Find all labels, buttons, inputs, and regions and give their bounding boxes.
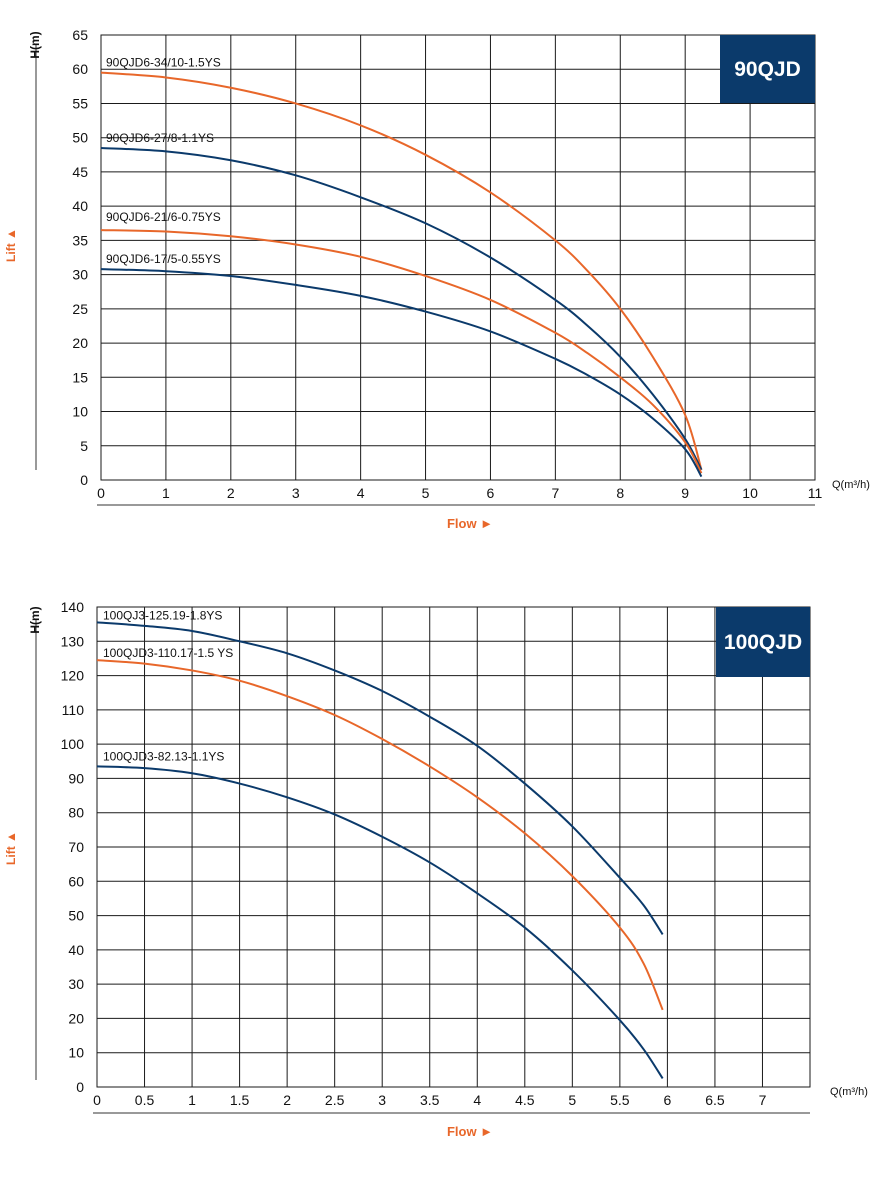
x-tick-label: 4.5 — [515, 1092, 535, 1108]
y-tick-label: 40 — [68, 942, 84, 958]
series-label: 90QJD6-27/8-1.1YS — [106, 131, 214, 145]
x-unit-label: Q(m³/h) — [830, 1086, 868, 1098]
x-tick-label: 10 — [742, 485, 758, 501]
series-line — [100, 229, 703, 474]
plot-frame — [96, 606, 811, 1088]
y-tick-label: 120 — [61, 668, 85, 684]
x-tick-label: 2 — [283, 1092, 291, 1108]
chart-1: 0 1 2 3 4 5 6 7 8 9 10 1105101520253035404550556065… — [4, 27, 870, 531]
x-tick-label: 4 — [473, 1092, 481, 1108]
series-label: 100QJD3-110.17-1.5 YS — [103, 646, 233, 660]
x-tick-label: 9 — [681, 485, 689, 501]
series-line — [100, 268, 703, 478]
y-tick-label: 0 — [80, 472, 88, 488]
x-tick-label: 4 — [357, 485, 365, 501]
y-tick-label: 45 — [72, 164, 88, 180]
x-tick-label: 11 — [808, 485, 823, 501]
x-tick-label: 2.5 — [325, 1092, 345, 1108]
model-badge-label: 100QJD — [724, 631, 802, 654]
series-label: 100QJ3-125.19-1.8YS — [103, 608, 222, 622]
y-tick-label: 65 — [72, 27, 88, 43]
x-axis-title: Flow ► — [447, 1124, 493, 1139]
y-tick-label: 40 — [72, 198, 88, 214]
x-tick-label: 7 — [759, 1092, 767, 1108]
y-tick-label: 20 — [72, 335, 88, 351]
x-tick-label: 5 — [568, 1092, 576, 1108]
y-tick-label: 110 — [62, 702, 85, 718]
y-tick-label: 30 — [68, 976, 84, 992]
y-tick-label: 70 — [68, 839, 84, 855]
x-axis-title: Flow ► — [447, 516, 493, 531]
y-tick-label: 140 — [61, 599, 85, 615]
y-axis-title: Lift ▲ — [4, 831, 18, 865]
chart-2: 0 0.5 1 1.5 2 2.5 3 3.5 4 4.5 5 5.5 6 6.5 701020304050… — [4, 599, 868, 1139]
y-unit-label: H(m) — [28, 606, 42, 633]
y-axis-title: Lift ▲ — [4, 228, 18, 262]
series-line — [100, 71, 703, 471]
x-tick-label: 1.5 — [230, 1092, 250, 1108]
y-tick-label: 0 — [76, 1079, 84, 1095]
series-label: 90QJD6-17/5-0.55YS — [106, 252, 221, 266]
x-tick-label: 6 — [487, 485, 495, 501]
y-tick-label: 100 — [61, 736, 85, 752]
x-tick-label: 1 — [188, 1092, 196, 1108]
x-tick-label: 0 — [93, 1092, 101, 1108]
x-tick-label: 6 — [664, 1092, 672, 1108]
y-tick-label: 80 — [68, 805, 84, 821]
series-line — [96, 621, 664, 935]
y-tick-label: 50 — [68, 908, 84, 924]
y-tick-label: 60 — [72, 61, 88, 77]
y-tick-label: 15 — [72, 369, 88, 385]
series-line — [96, 765, 664, 1079]
y-tick-label: 5 — [80, 438, 88, 454]
y-tick-label: 90 — [68, 770, 84, 786]
series-label: 90QJD6-34/10-1.5YS — [106, 56, 221, 70]
plot-frame — [100, 34, 816, 481]
series-label: 90QJD6-21/6-0.75YS — [106, 210, 221, 224]
series-line — [96, 659, 664, 1011]
x-unit-label: Q(m³/h) — [832, 479, 870, 491]
y-tick-label: 20 — [68, 1010, 84, 1026]
model-badge — [716, 607, 810, 677]
x-tick-label: 5 — [422, 485, 430, 501]
y-tick-label: 60 — [68, 873, 84, 889]
x-tick-label: 8 — [616, 485, 624, 501]
x-tick-label: 5.5 — [610, 1092, 630, 1108]
series-line — [100, 146, 703, 471]
y-unit-label: H(m) — [28, 31, 42, 58]
y-tick-label: 35 — [72, 232, 88, 248]
y-tick-label: 55 — [72, 95, 88, 111]
x-tick-label: 0 — [97, 485, 105, 501]
series-label: 100QJD3-82.13-1.1YS — [103, 749, 224, 763]
y-tick-label: 10 — [68, 1045, 84, 1061]
x-tick-label: 7 — [551, 485, 559, 501]
x-tick-label: 1 — [162, 485, 170, 501]
model-badge-label: 90QJD — [734, 58, 801, 81]
x-tick-label: 0.5 — [135, 1092, 155, 1108]
y-tick-label: 50 — [72, 130, 88, 146]
x-tick-label: 3.5 — [420, 1092, 440, 1108]
y-tick-label: 10 — [72, 404, 88, 420]
x-tick-label: 6.5 — [705, 1092, 725, 1108]
x-tick-label: 3 — [292, 485, 300, 501]
y-tick-label: 130 — [61, 633, 85, 649]
x-tick-label: 2 — [227, 485, 235, 501]
y-tick-label: 30 — [72, 267, 88, 283]
model-badge — [720, 35, 815, 103]
x-tick-label: 3 — [378, 1092, 386, 1108]
y-tick-label: 25 — [72, 301, 88, 317]
